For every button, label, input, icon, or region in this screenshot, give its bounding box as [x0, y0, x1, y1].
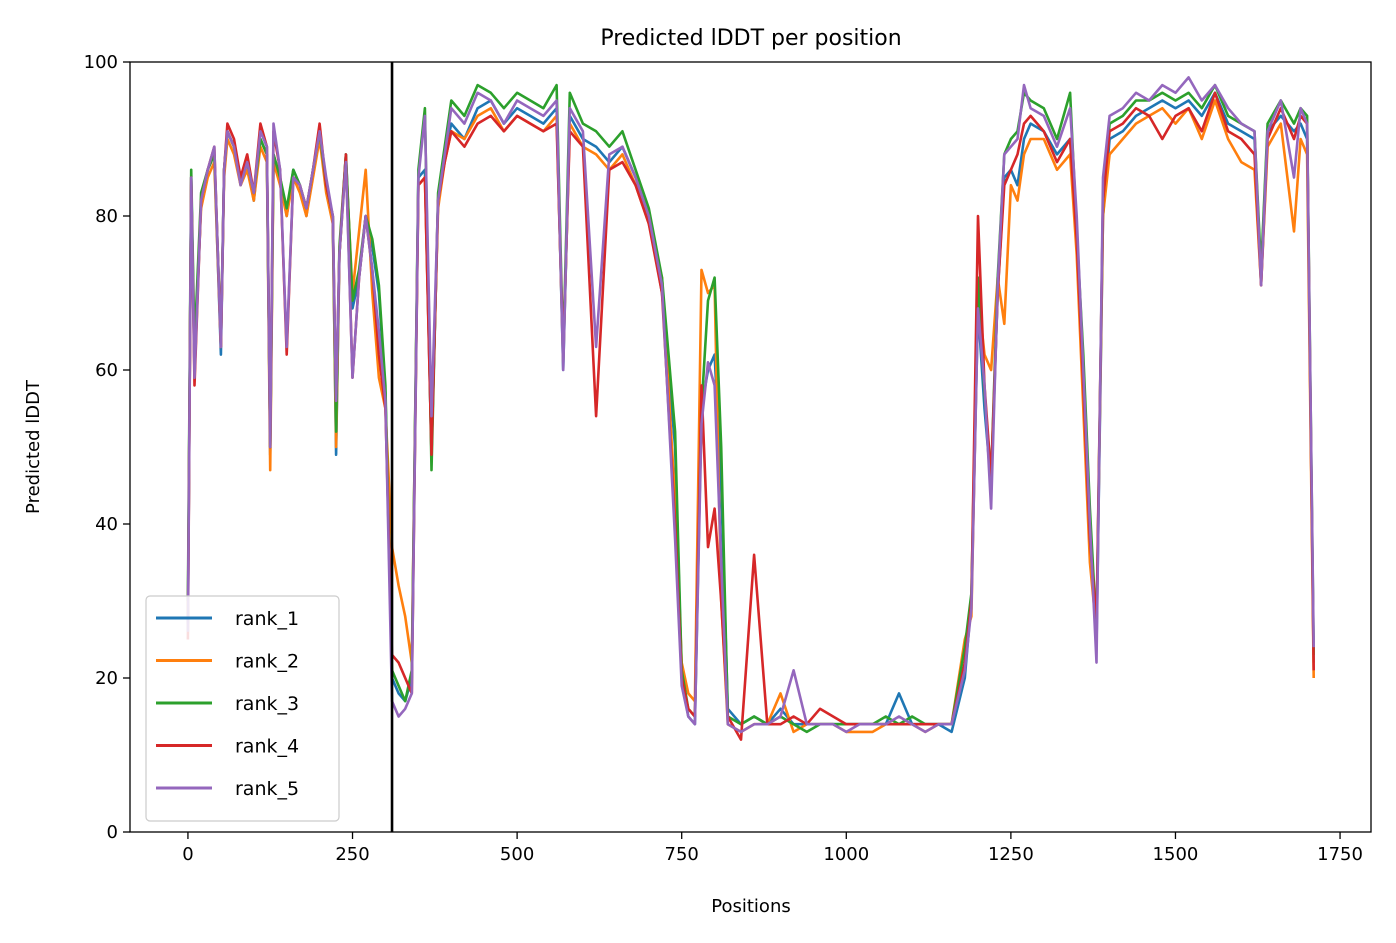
x-tick-label: 0 [182, 844, 193, 865]
x-tick-label: 1000 [823, 844, 869, 865]
series-line-rank_3 [186, 83, 1315, 734]
legend-box [145, 595, 340, 822]
y-tick-label: 80 [95, 206, 118, 227]
legend-label-rank_3: rank_3 [235, 693, 299, 715]
y-tick-label: 0 [107, 822, 118, 843]
legend-label-rank_2: rank_2 [235, 651, 299, 673]
y-tick-label: 100 [84, 52, 118, 73]
y-axis-ticks: 0 20 40 60 80 100 [84, 52, 130, 843]
x-tick-label: 1250 [988, 844, 1034, 865]
plot-area-frame [129, 61, 1372, 833]
legend-label-rank_1: rank_1 [235, 608, 299, 630]
x-tick-label: 1750 [1317, 844, 1363, 865]
y-tick-label: 20 [95, 668, 118, 689]
y-axis-label: Predicted lDDT [23, 379, 44, 514]
series-line-rank_5 [186, 76, 1315, 734]
x-tick-label: 1500 [1153, 844, 1199, 865]
legend-label-rank_4: rank_4 [235, 736, 299, 758]
x-tick-label: 750 [665, 844, 699, 865]
x-tick-label: 500 [500, 844, 534, 865]
y-tick-label: 60 [95, 360, 118, 381]
legend-label-rank_5: rank_5 [235, 778, 299, 800]
legend: rank_1 rank_2 rank_3 rank_4 rank_5 [145, 595, 340, 822]
y-tick-label: 40 [95, 514, 118, 535]
series-layer [186, 76, 1315, 741]
series-line-rank_1 [186, 91, 1315, 734]
x-tick-label: 250 [335, 844, 369, 865]
x-axis-label: Positions [711, 896, 790, 917]
chart-title: Predicted lDDT per position [600, 26, 901, 51]
series-line-rank_4 [186, 91, 1315, 741]
series-line-rank_2 [186, 99, 1315, 734]
x-axis-ticks: 0 250 500 750 1000 1250 1500 1750 [182, 832, 1363, 865]
